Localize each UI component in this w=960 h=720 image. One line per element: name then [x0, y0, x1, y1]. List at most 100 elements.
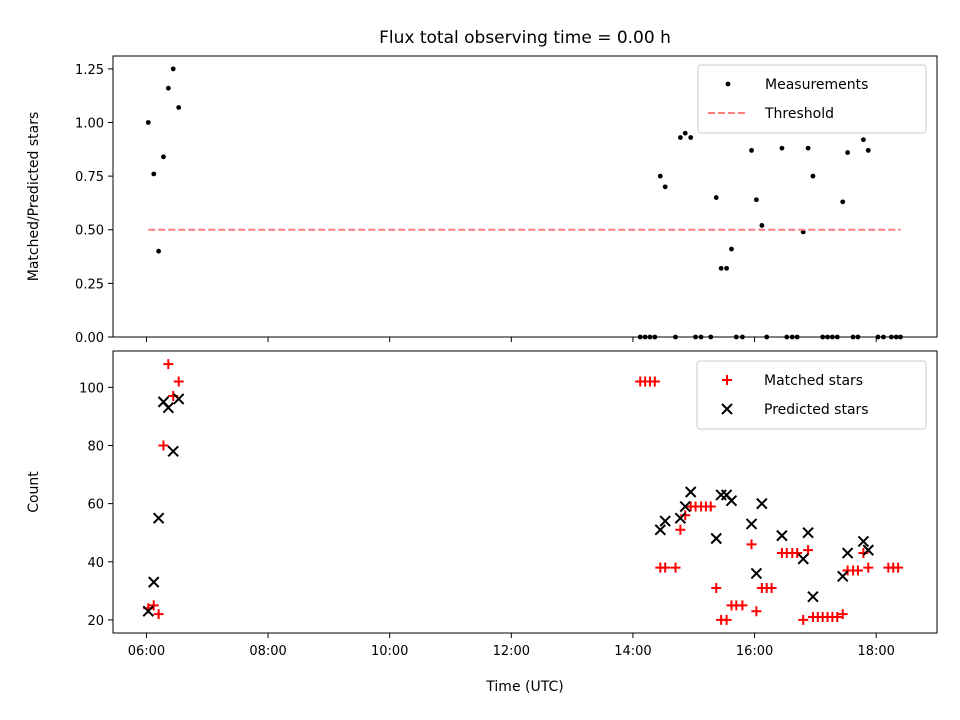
measurement-point [170, 66, 176, 72]
measurement-point [657, 173, 663, 179]
predicted-point [857, 535, 870, 548]
predicted-point [837, 570, 849, 583]
measurement-point [861, 137, 866, 143]
measurement-point [759, 223, 765, 228]
predicted-point [776, 529, 788, 542]
chart-title: Flux total observing time = 0.00 h [379, 28, 671, 48]
matched-point [798, 614, 809, 625]
matched-point [863, 562, 874, 573]
matched-point [792, 548, 803, 559]
y-tick-label: 0.25 [75, 277, 104, 292]
y-tick: 0.00 [75, 331, 113, 346]
predicted-point [862, 544, 874, 556]
x-tick-label: 06:00 [128, 644, 165, 659]
y-tick-label: 100 [79, 381, 104, 396]
y-tick-label: 20 [87, 614, 104, 629]
measurement-point [718, 265, 724, 271]
measurement-point [865, 147, 871, 153]
x-tick: 14:00 [614, 633, 652, 659]
y-tick-label: 1.00 [75, 116, 104, 131]
matched-point [852, 565, 863, 576]
axes-frame [112, 350, 938, 634]
x-tick-label: 08:00 [249, 644, 286, 659]
x-tick-label: 18:00 [857, 644, 894, 659]
measurement-point [688, 135, 694, 140]
x-tick: 16:00 [736, 633, 773, 659]
count-panel: 06:00 08:00 10:00 12:00 14:00 16:00 18:00 20 40 6… [26, 350, 938, 695]
predicted-point [802, 526, 814, 539]
predicted-point [797, 553, 809, 565]
x-tick: 10:00 [371, 633, 408, 659]
legend: Measurements Threshold [697, 64, 927, 134]
predicted-point [679, 500, 691, 513]
measurement-point [713, 195, 719, 200]
measurement-point [662, 184, 668, 190]
matched-point [766, 582, 777, 593]
measurement-point [156, 248, 162, 254]
predicted-point [715, 489, 727, 501]
legend-x-icon [721, 403, 733, 415]
predicted-point [807, 590, 819, 603]
y-tick-label: 60 [87, 498, 104, 513]
axes-frame [112, 55, 938, 338]
matched-point [163, 359, 174, 370]
matched-point [670, 562, 681, 573]
measurement-point [810, 173, 816, 179]
matched-point [837, 609, 848, 620]
y-axis-label: Matched/Predicted stars [26, 112, 42, 282]
predicted-point [167, 445, 179, 458]
y-tick: 0.50 [75, 224, 113, 239]
matched-point [711, 582, 722, 593]
legend-dot-icon [725, 81, 731, 87]
y-tick: 20 [87, 614, 113, 629]
matched-point [737, 600, 748, 611]
predicted-point [745, 518, 758, 530]
predicted-point [142, 605, 154, 617]
x-tick-label: 16:00 [736, 644, 773, 659]
predicted-point [685, 486, 697, 498]
y-axis-label: Count [26, 471, 42, 513]
y-tick: 1.25 [75, 63, 113, 78]
matched-point [675, 524, 686, 535]
x-tick: 08:00 [249, 633, 287, 659]
predicted-point [148, 576, 160, 588]
x-tick-label: 14:00 [614, 644, 651, 659]
y-tick: 40 [87, 556, 113, 571]
predicted-point [659, 515, 671, 527]
series-matched-stars [143, 359, 904, 625]
predicted-point [841, 547, 854, 559]
y-tick-label: 1.25 [75, 63, 104, 78]
x-tick-label: 12:00 [493, 644, 530, 659]
legend-label: Measurements [765, 77, 868, 93]
legend-label: Matched stars [764, 373, 863, 389]
matched-point [173, 376, 184, 387]
measurement-point [840, 199, 846, 205]
legend-box [697, 64, 927, 134]
series-predicted-stars [142, 393, 874, 617]
matched-point [893, 562, 904, 573]
legend-label: Threshold [764, 106, 834, 122]
x-axis-label: Time (UTC) [485, 679, 563, 695]
measurement-point [805, 145, 811, 151]
measurement-point [729, 246, 734, 252]
y-tick: 60 [87, 498, 113, 513]
predicted-point [674, 512, 687, 524]
measurement-point [753, 197, 759, 203]
matched-point [721, 614, 732, 625]
predicted-point [152, 512, 165, 524]
legend-box [696, 360, 927, 430]
y-tick: 80 [87, 439, 113, 454]
x-tick: 18:00 [857, 633, 895, 659]
y-tick-label: 0.00 [75, 331, 104, 346]
y-tick-label: 0.50 [75, 224, 104, 239]
x-tick: 06:00 [128, 633, 165, 659]
matched-point [153, 609, 164, 620]
predicted-point [710, 532, 722, 545]
legend-label: Predicted stars [764, 402, 869, 418]
measurement-point [151, 171, 157, 177]
x-tick: 12:00 [493, 633, 530, 659]
matched-point [649, 376, 660, 387]
predicted-point [172, 393, 185, 405]
measurement-point [845, 150, 851, 155]
measurement-point [161, 154, 166, 160]
